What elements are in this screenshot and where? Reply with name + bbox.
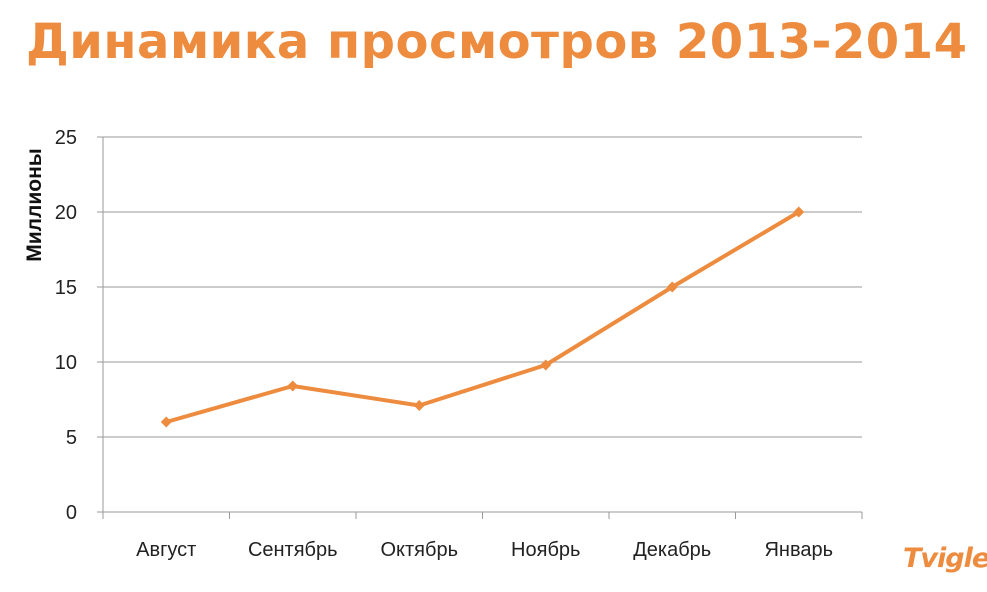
y-tick-labels: 0 5 10 15 20 25 — [55, 127, 77, 524]
data-point-marker — [793, 206, 805, 218]
x-tick-label: Август — [136, 539, 196, 561]
y-tick-label: 10 — [55, 352, 77, 374]
y-tick-label: 5 — [66, 427, 77, 449]
gridlines — [103, 136, 862, 438]
x-tick-label: Декабрь — [633, 539, 711, 561]
series-line — [164, 210, 801, 424]
y-tick-label: 15 — [55, 277, 77, 299]
x-tick-label: Январь — [764, 539, 833, 561]
series — [160, 206, 805, 428]
x-tick-labels: Август Сентябрь Октябрь Ноябрь Декабрь Январь — [136, 539, 833, 561]
data-point-marker — [540, 359, 552, 371]
y-tick-label: 20 — [55, 202, 77, 224]
y-tick-label: 25 — [55, 127, 77, 149]
brand-logo: Tvigle — [903, 543, 987, 574]
page-title: Динамика просмотров 2013-2014 — [26, 14, 968, 70]
y-tick-label: 0 — [66, 502, 77, 524]
data-point-marker — [413, 400, 425, 411]
data-point-marker — [160, 416, 172, 428]
x-tick-label: Октябрь — [380, 539, 458, 561]
axes — [97, 136, 863, 519]
y-axis-label: Миллионы — [23, 148, 46, 261]
data-point-marker — [666, 281, 678, 293]
x-tick-label: Ноябрь — [511, 539, 580, 561]
x-tick-label: Сентябрь — [248, 539, 338, 561]
data-point-marker — [287, 380, 299, 392]
